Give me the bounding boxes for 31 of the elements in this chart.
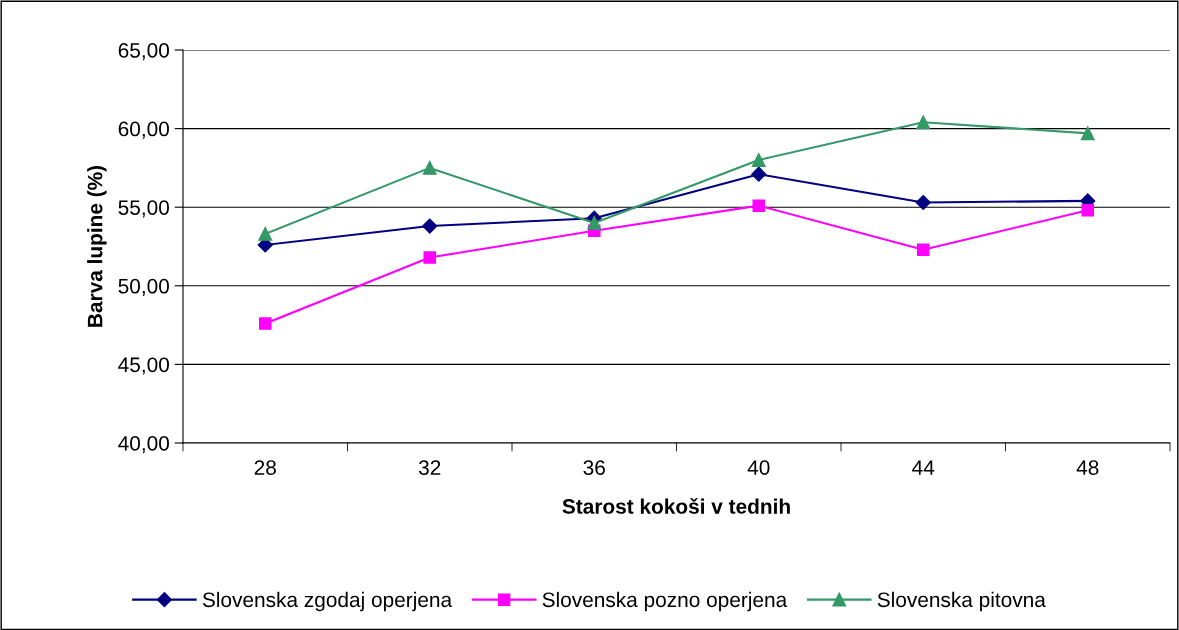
y-tick-label: 45,00 bbox=[118, 357, 169, 375]
x-tick-label: 48 bbox=[1076, 460, 1099, 475]
x-tick-label: 28 bbox=[254, 460, 276, 475]
y-tick-label: 40,00 bbox=[118, 436, 169, 454]
point bbox=[258, 226, 273, 241]
point bbox=[751, 166, 767, 182]
legend-label: Slovenska pozno operjena bbox=[542, 591, 788, 612]
point bbox=[1081, 204, 1095, 217]
x-tick-label: 44 bbox=[912, 460, 935, 475]
point bbox=[916, 115, 931, 130]
point bbox=[258, 317, 272, 330]
point bbox=[422, 160, 437, 175]
legend-label: Slovenska zgodaj operjena bbox=[202, 591, 453, 612]
y-tick-label: 50,00 bbox=[118, 278, 169, 297]
point bbox=[587, 215, 602, 230]
x-axis-title: Starost kokoši v tednih bbox=[562, 498, 790, 514]
x-tick-label: 40 bbox=[747, 460, 770, 475]
point bbox=[423, 251, 437, 264]
y-tick-label: 60,00 bbox=[118, 121, 169, 139]
y-axis-title: Barva lupine (%) bbox=[87, 165, 107, 327]
x-tick-label: 32 bbox=[418, 460, 441, 475]
point bbox=[1080, 126, 1095, 141]
x-tick-label: 36 bbox=[583, 460, 605, 475]
legend-label: Slovenska pitovna bbox=[877, 591, 1046, 612]
y-tick-label: 65,00 bbox=[118, 43, 169, 61]
y-tick-label: 55,00 bbox=[118, 200, 169, 218]
point bbox=[422, 218, 438, 234]
point bbox=[752, 199, 766, 212]
point bbox=[915, 194, 931, 211]
point bbox=[916, 243, 930, 256]
point bbox=[751, 153, 766, 167]
